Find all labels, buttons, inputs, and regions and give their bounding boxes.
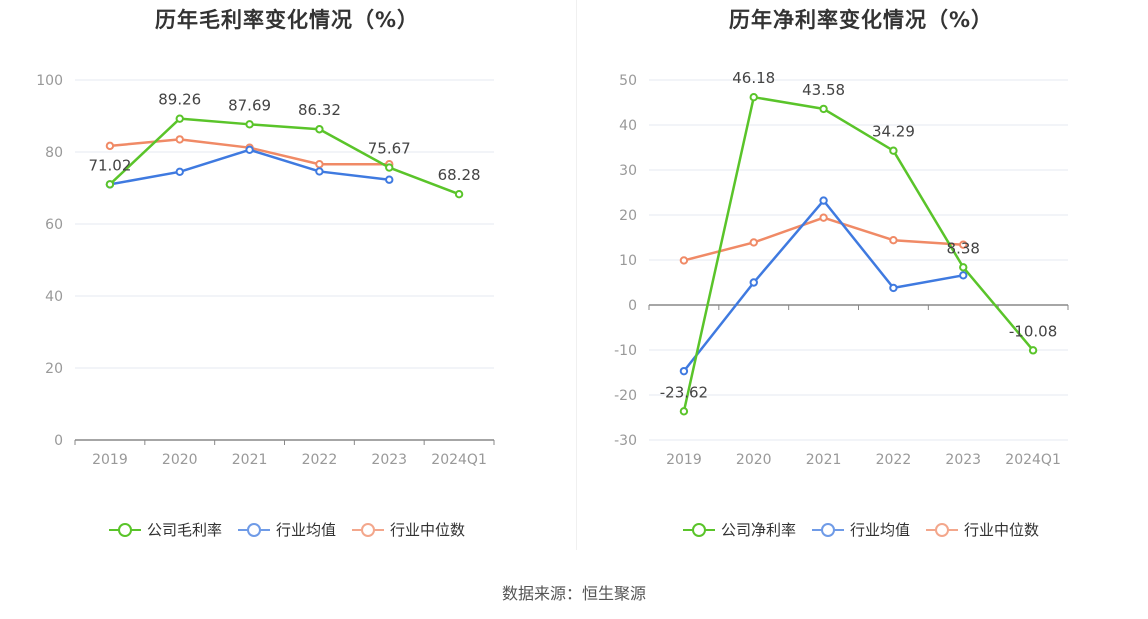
chart-legend: 公司净利率 行业均值 行业中位数 bbox=[574, 519, 1148, 540]
chart-title: 历年净利率变化情况（%） bbox=[728, 8, 994, 32]
legend-label: 公司净利率 bbox=[720, 521, 796, 539]
data-label: 75.67 bbox=[368, 140, 411, 158]
legend-swatch-company bbox=[108, 522, 141, 538]
legend-item-avg[interactable]: 行业均值 bbox=[811, 519, 910, 540]
legend-item-median[interactable]: 行业中位数 bbox=[926, 519, 1039, 540]
gross-margin-plot: 0 20 40 60 80 100 2019 2020 2021 2022 2023 2024Q1 71… bbox=[36, 73, 495, 468]
chart-title: 历年毛利率变化情况（%） bbox=[154, 8, 420, 32]
x-tick-label: 2020 bbox=[162, 452, 198, 468]
data-label: -10.08 bbox=[1009, 322, 1057, 340]
data-point-company[interactable] bbox=[889, 146, 898, 155]
legend-label: 行业中位数 bbox=[390, 521, 466, 539]
x-tick-label: 2024Q1 bbox=[431, 452, 487, 468]
legend-item-company[interactable]: 公司净利率 bbox=[682, 519, 796, 540]
data-point-avg[interactable] bbox=[819, 196, 828, 205]
x-tick-label: 2019 bbox=[92, 452, 128, 468]
data-label: 87.69 bbox=[228, 96, 271, 114]
legend-item-avg[interactable]: 行业均值 bbox=[237, 519, 336, 540]
y-tick-label: 20 bbox=[45, 361, 63, 377]
data-label: 89.26 bbox=[158, 91, 201, 109]
net-margin-plot: -30 -20 -10 0 10 20 30 40 50 2019 2020 2021 2022 2023… bbox=[614, 69, 1069, 468]
legend-swatch-median bbox=[352, 522, 384, 538]
data-point-median[interactable] bbox=[819, 213, 828, 222]
data-label: 68.28 bbox=[438, 166, 481, 184]
data-point-company[interactable] bbox=[1028, 346, 1038, 355]
x-tick-label: 2019 bbox=[666, 452, 702, 468]
x-tick-label: 2022 bbox=[302, 452, 338, 468]
data-label: 86.32 bbox=[298, 101, 341, 119]
data-point-avg[interactable] bbox=[245, 145, 254, 155]
data-point-company[interactable] bbox=[819, 104, 828, 114]
x-tick-label: 2024Q1 bbox=[1005, 452, 1061, 468]
panel-divider bbox=[576, 0, 577, 550]
x-tick-label: 2020 bbox=[736, 452, 772, 468]
y-tick-label: 0 bbox=[628, 298, 637, 314]
data-point-company[interactable] bbox=[315, 125, 324, 134]
gross-margin-chart: 历年毛利率变化情况（%） 0 20 40 60 80 100 2019 2020 2021 202… bbox=[0, 0, 574, 560]
x-tick-label: 2021 bbox=[232, 452, 268, 468]
legend-label: 公司毛利率 bbox=[146, 521, 222, 539]
chart-legend: 公司毛利率 行业均值 行业中位数 bbox=[0, 519, 574, 540]
x-tick-label: 2023 bbox=[945, 452, 981, 468]
data-label: -23.62 bbox=[660, 383, 708, 401]
x-tick-label: 2021 bbox=[806, 452, 842, 468]
data-label: 43.58 bbox=[802, 81, 845, 99]
data-point-avg[interactable] bbox=[385, 175, 394, 184]
data-point-company[interactable] bbox=[105, 180, 115, 189]
data-label: 34.29 bbox=[872, 123, 915, 141]
data-point-company[interactable] bbox=[454, 189, 464, 199]
series-line-avg bbox=[109, 148, 390, 186]
x-tick-label: 2023 bbox=[371, 452, 407, 468]
y-tick-label: 20 bbox=[619, 208, 637, 224]
legend-swatch-avg bbox=[237, 522, 270, 538]
data-point-company[interactable] bbox=[245, 120, 254, 129]
legend-label: 行业中位数 bbox=[964, 521, 1040, 539]
legend-label: 行业均值 bbox=[849, 521, 910, 539]
data-point-company[interactable] bbox=[175, 114, 184, 123]
legend-item-median[interactable]: 行业中位数 bbox=[352, 519, 465, 540]
legend-swatch-median bbox=[926, 522, 958, 538]
net-margin-chart: 历年净利率变化情况（%） -30 -20 -10 0 10 20 30 40 50 2019 202… bbox=[574, 0, 1148, 560]
y-tick-label: 40 bbox=[45, 289, 63, 305]
y-tick-label: -20 bbox=[614, 388, 637, 404]
data-label: 71.02 bbox=[88, 156, 131, 174]
y-tick-label: 40 bbox=[619, 118, 637, 134]
data-point-median[interactable] bbox=[679, 256, 689, 265]
y-tick-label: 100 bbox=[36, 73, 63, 89]
y-tick-label: 80 bbox=[45, 145, 63, 161]
data-point-avg[interactable] bbox=[749, 278, 758, 287]
data-source: 数据来源：恒生聚源 bbox=[501, 584, 646, 603]
series-line-company bbox=[682, 95, 1035, 412]
y-tick-label: 60 bbox=[45, 217, 63, 233]
data-label: 8.38 bbox=[947, 239, 980, 257]
y-tick-label: 0 bbox=[54, 433, 63, 449]
data-point-avg[interactable] bbox=[315, 167, 324, 176]
legend-item-company[interactable]: 公司毛利率 bbox=[108, 519, 222, 540]
legend-swatch-avg bbox=[811, 522, 844, 538]
data-point-company[interactable] bbox=[385, 163, 394, 172]
data-point-median[interactable] bbox=[315, 160, 324, 169]
data-point-median[interactable] bbox=[889, 236, 898, 245]
data-point-median[interactable] bbox=[749, 238, 758, 247]
data-point-median[interactable] bbox=[175, 135, 184, 144]
data-point-median[interactable] bbox=[959, 240, 968, 249]
y-tick-label: -30 bbox=[614, 433, 637, 449]
legend-swatch-company bbox=[682, 522, 715, 538]
legend-label: 行业均值 bbox=[275, 521, 336, 539]
data-point-avg[interactable] bbox=[175, 167, 184, 177]
data-point-median[interactable] bbox=[105, 141, 115, 151]
y-tick-label: -10 bbox=[614, 343, 637, 359]
data-point-company[interactable] bbox=[959, 263, 968, 272]
series-line-company bbox=[109, 117, 460, 196]
data-point-avg[interactable] bbox=[679, 366, 689, 376]
x-tick-label: 2022 bbox=[876, 452, 912, 468]
data-label: 46.18 bbox=[732, 69, 775, 87]
data-point-avg[interactable] bbox=[959, 271, 968, 280]
data-point-avg[interactable] bbox=[889, 283, 898, 293]
data-point-company[interactable] bbox=[749, 92, 758, 102]
y-tick-label: 50 bbox=[619, 73, 637, 89]
y-tick-label: 30 bbox=[619, 163, 637, 179]
y-tick-label: 10 bbox=[619, 253, 637, 269]
data-point-company[interactable] bbox=[679, 407, 689, 416]
